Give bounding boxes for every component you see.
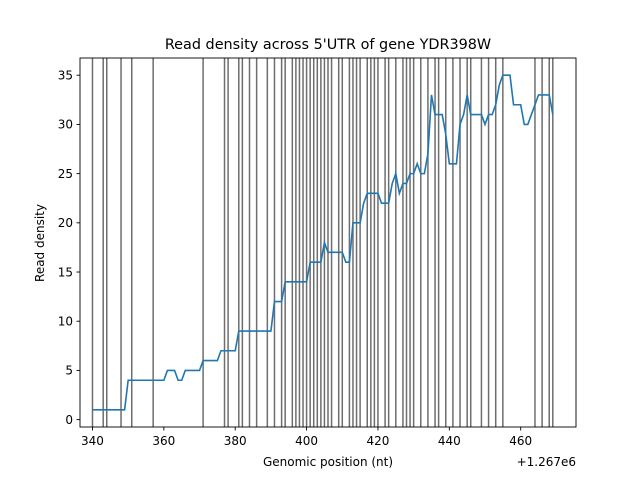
x-tick-label-440: 440 xyxy=(438,434,461,448)
y-tick-label-10: 10 xyxy=(58,315,73,329)
x-tick-label-420: 420 xyxy=(367,434,390,448)
x-tick-label-400: 400 xyxy=(295,434,318,448)
x-axis-label: Genomic position (nt) xyxy=(263,455,393,469)
y-axis-label: Read density xyxy=(33,204,47,282)
y-tick-label-0: 0 xyxy=(65,413,73,427)
x-tick-label-460: 460 xyxy=(509,434,532,448)
x-axis-ticks: 340 360 380 400 420 440 460 xyxy=(81,427,532,448)
y-tick-label-25: 25 xyxy=(58,167,73,181)
plot-area xyxy=(79,57,577,428)
x-tick-label-340: 340 xyxy=(81,434,104,448)
y-axis-ticks: 0 5 10 15 20 25 30 35 xyxy=(58,69,80,427)
y-tick-label-15: 15 xyxy=(58,265,73,279)
y-tick-label-30: 30 xyxy=(58,118,73,132)
y-tick-label-35: 35 xyxy=(58,69,73,83)
x-tick-label-360: 360 xyxy=(152,434,175,448)
series-line xyxy=(92,74,554,411)
x-tick-label-380: 380 xyxy=(224,434,247,448)
chart-title: Read density across 5'UTR of gene YDR398… xyxy=(165,37,491,53)
y-tick-label-5: 5 xyxy=(65,364,73,378)
x-axis-offset-label: +1.267e6 xyxy=(517,455,576,469)
axes-frame xyxy=(79,57,577,428)
y-tick-label-20: 20 xyxy=(58,216,73,230)
vertical-lines xyxy=(91,58,554,427)
